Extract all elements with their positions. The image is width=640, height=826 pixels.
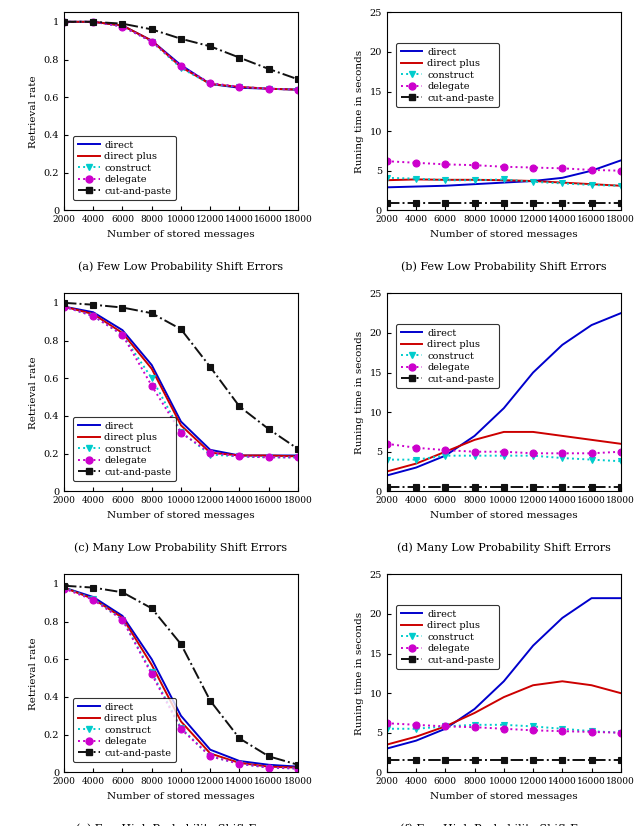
Y-axis label: Runing time in seconds: Runing time in seconds [355,612,364,735]
Text: (e) Few High Probability Shift Errors: (e) Few High Probability Shift Errors [76,824,285,826]
Y-axis label: Retrieval rate: Retrieval rate [29,356,38,429]
X-axis label: Number of stored messages: Number of stored messages [107,510,255,520]
Legend: direct, direct plus, construct, delegate, cut-and-paste: direct, direct plus, construct, delegate… [74,136,177,201]
Y-axis label: Runing time in seconds: Runing time in seconds [355,330,364,454]
Text: (a) Few Low Probability Shift Errors: (a) Few Low Probability Shift Errors [79,262,284,273]
Legend: direct, direct plus, construct, delegate, cut-and-paste: direct, direct plus, construct, delegate… [74,698,177,762]
Legend: direct, direct plus, construct, delegate, cut-and-paste: direct, direct plus, construct, delegate… [74,417,177,482]
Text: (b) Few Low Probability Shift Errors: (b) Few Low Probability Shift Errors [401,262,607,273]
X-axis label: Number of stored messages: Number of stored messages [430,230,578,239]
X-axis label: Number of stored messages: Number of stored messages [107,792,255,800]
Text: (c) Many Low Probability Shift Errors: (c) Many Low Probability Shift Errors [74,543,287,553]
X-axis label: Number of stored messages: Number of stored messages [430,792,578,800]
Text: (f) Few High Probability Shift Errors: (f) Few High Probability Shift Errors [401,824,607,826]
Legend: direct, direct plus, construct, delegate, cut-and-paste: direct, direct plus, construct, delegate… [396,43,499,107]
Legend: direct, direct plus, construct, delegate, cut-and-paste: direct, direct plus, construct, delegate… [396,605,499,669]
Text: (d) Many Low Probability Shift Errors: (d) Many Low Probability Shift Errors [397,543,611,553]
X-axis label: Number of stored messages: Number of stored messages [107,230,255,239]
Y-axis label: Runing time in seconds: Runing time in seconds [355,50,364,173]
Y-axis label: Retrieval rate: Retrieval rate [29,75,38,148]
Y-axis label: Retrieval rate: Retrieval rate [29,637,38,710]
X-axis label: Number of stored messages: Number of stored messages [430,510,578,520]
Legend: direct, direct plus, construct, delegate, cut-and-paste: direct, direct plus, construct, delegate… [396,324,499,388]
